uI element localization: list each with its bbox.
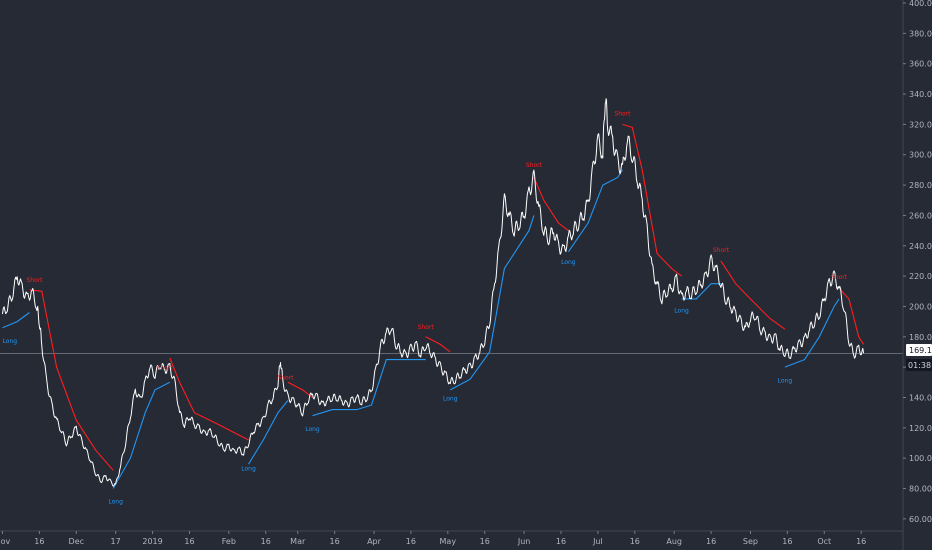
signal-label-long: Long [3,338,18,345]
signal-label-short: Short [418,324,435,331]
y-tick-label: 360.00 [909,60,932,69]
x-tick-label: 16 [330,537,340,546]
x-tick-label: 16 [856,537,866,546]
x-tick-label: Nov [0,537,11,546]
y-tick-label: 220.00 [909,272,932,281]
y-tick-label: 300.00 [909,151,932,160]
stop-line-short [838,287,865,345]
price-line [2,98,865,487]
stop-line-short [169,357,249,441]
x-tick-label: 16 [630,537,640,546]
x-tick-label: 16 [406,537,416,546]
signal-label-short: Short [157,365,174,372]
y-tick-label: 260.00 [909,211,932,220]
y-tick-label: 120.00 [909,424,932,433]
signal-label-long: Long [674,308,689,315]
signal-label-short: Short [713,247,730,254]
x-tick-label: May [440,537,457,546]
x-tick-label: 17 [111,537,121,546]
y-tick-label: 380.00 [909,29,932,38]
signal-label-long: Long [778,377,793,384]
x-axis[interactable]: Nov 16 Dec 17 2019 16 Feb 16 Mar 16 Apr 16 May 16 Jun 1… [0,530,903,546]
x-tick-label: Apr [367,537,382,546]
countdown-tag [906,359,932,371]
last-price-tag [906,344,932,356]
signal-label-long: Long [443,396,458,403]
stop-line-short [533,177,569,232]
last-price-tag-text: 169.15 [909,346,932,355]
x-tick-label: 2019 [142,537,162,546]
x-tick-label: 16 [782,537,792,546]
x-tick-label: Aug [666,537,682,546]
x-tick-label: Sep [743,537,758,546]
signal-label-short: Short [277,374,294,381]
stop-line-long [567,169,623,253]
x-tick-label: 16 [706,537,716,546]
signal-labels-group: Long Short Long Short Long Short Long Short Long… [3,110,848,505]
signal-label-short: Short [26,277,43,284]
x-tick-label: Jun [517,537,531,546]
x-tick-label: 16 [556,537,566,546]
stop-line-long [112,381,171,489]
y-tick-label: 340.00 [909,90,932,99]
y-tick-label: 140.00 [909,393,932,402]
x-tick-label: Feb [222,537,236,546]
x-tick-label: 16 [34,537,44,546]
signal-label-long: Long [108,499,123,506]
y-axis[interactable]: 60.0080.00100.00120.00140.00160.00180.00… [902,0,932,550]
x-tick-label: Mar [290,537,306,546]
stop-line-long [681,283,721,300]
countdown-tag-text: 01:38:31 [908,361,932,370]
x-tick-label: Oct [817,537,831,546]
y-tick-label: 320.00 [909,120,932,129]
signal-label-long: Long [241,465,256,472]
x-tick-label: Jul [592,537,603,546]
signal-label-short: Short [526,162,543,169]
y-tick-label: 240.00 [909,242,932,251]
stop-series-group [2,123,865,489]
stop-line-short [287,381,313,398]
y-tick-label: 180.00 [909,333,932,342]
x-tick-label: 16 [261,537,271,546]
y-tick-label: 100.00 [909,454,932,463]
stop-line-long [2,312,30,329]
signal-label-short: Short [831,274,848,281]
x-tick-label: Dec [69,537,84,546]
stop-line-short [29,289,114,471]
y-tick-label: 280.00 [909,181,932,190]
stop-line-long [248,400,289,465]
stop-line-short [720,260,786,330]
y-tick-label: 60.00 [909,515,932,524]
x-tick-label: 16 [480,537,490,546]
x-tick-label: 16 [184,537,194,546]
y-tick-label: 400.00 [909,0,932,8]
signal-label-long: Long [305,426,320,433]
stop-line-long [312,359,426,417]
y-tick-label: 200.00 [909,302,932,311]
stop-line-long [784,298,840,368]
price-tags: 169.15 01:38:31 [906,344,932,371]
signal-label-long: Long [561,259,576,266]
y-tick-label: 80.00 [909,485,932,494]
signal-label-short: Short [614,110,631,117]
stop-line-long [450,215,535,391]
price-series-group [2,98,865,487]
stop-line-short [622,123,682,277]
stop-line-short [425,336,451,353]
